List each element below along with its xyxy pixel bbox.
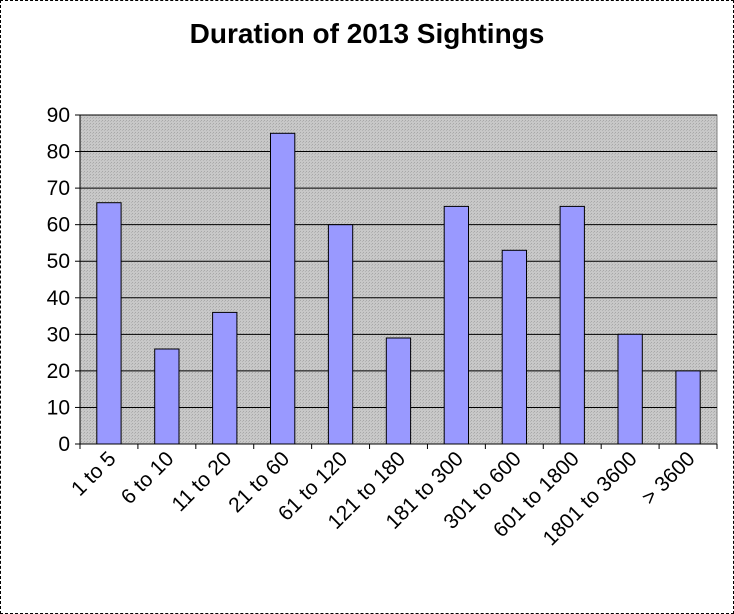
y-tick-label: 80 xyxy=(47,141,70,164)
y-tick-label: 70 xyxy=(47,177,70,200)
bar xyxy=(327,224,354,445)
y-tick-labels: 0 10 20 30 40 50 60 70 80 90 xyxy=(47,104,70,456)
bar xyxy=(385,337,412,445)
bar xyxy=(675,370,701,445)
bar xyxy=(501,249,528,445)
y-tick-label: 60 xyxy=(47,214,70,237)
bar xyxy=(270,132,296,445)
bar xyxy=(96,202,122,445)
y-tick-label: 90 xyxy=(47,104,70,127)
x-tick-label: 11 to 20 xyxy=(167,447,236,516)
chart-title: Duration of 2013 Sightings xyxy=(189,18,545,49)
bar xyxy=(154,348,180,445)
bar xyxy=(617,333,643,445)
axes xyxy=(75,114,718,449)
y-tick-label: 50 xyxy=(47,250,70,273)
bar xyxy=(443,205,470,445)
y-tick-label: 20 xyxy=(47,360,70,383)
y-tick-label: 10 xyxy=(47,396,70,419)
bar xyxy=(559,205,585,445)
x-tick-label: 1 to 5 xyxy=(67,447,120,500)
bar xyxy=(212,311,238,445)
x-tick-label: > 3600 xyxy=(637,447,699,509)
y-tick-label: 0 xyxy=(58,433,70,456)
y-tick-label: 40 xyxy=(47,287,70,310)
y-tick-label: 30 xyxy=(47,323,70,346)
